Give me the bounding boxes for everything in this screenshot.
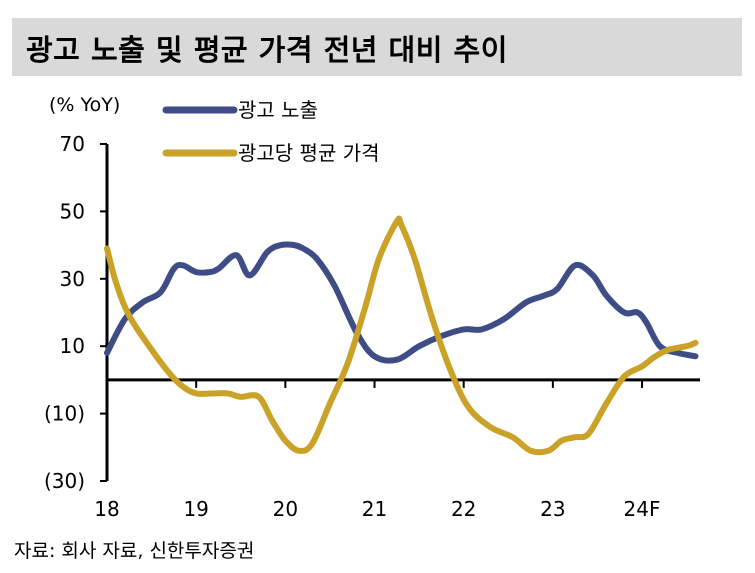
series-line-avg-price	[104, 215, 699, 456]
chart-title: 광고 노출 및 평균 가격 전년 대비 추이	[26, 33, 508, 67]
y-tick-label: 70	[60, 132, 85, 156]
x-tick-label: 20	[273, 497, 298, 521]
title-banner	[12, 18, 742, 76]
y-tick-label: (30)	[44, 469, 85, 493]
x-tick-label: 24F	[624, 497, 661, 521]
legend-label-avg-price: 광고당 평균 가격	[238, 141, 380, 165]
y-tick-label: 50	[60, 199, 85, 223]
y-tick-label: 30	[60, 267, 85, 291]
x-tick-label: 23	[540, 497, 565, 521]
y-tick-label: 10	[60, 334, 85, 358]
x-tick-label: 21	[362, 497, 387, 521]
y-axis: 70 50 30 10 (10) (30)	[44, 132, 109, 493]
series-group	[104, 215, 699, 456]
series-line-ad-impressions	[104, 241, 699, 364]
y-tick-label: (10)	[44, 402, 85, 426]
legend-label-ad-impressions: 광고 노출	[238, 98, 318, 122]
x-axis: 18 19 20 21 22 23 24F	[94, 378, 700, 521]
x-tick-label: 18	[94, 497, 119, 521]
x-tick-label: 19	[183, 497, 208, 521]
x-tick-label: 22	[451, 497, 476, 521]
source-note: 자료: 회사 자료, 신한투자증권	[14, 540, 255, 562]
legend: 광고 노출 광고당 평균 가격	[162, 98, 380, 165]
unit-label: (% YoY)	[49, 94, 120, 116]
